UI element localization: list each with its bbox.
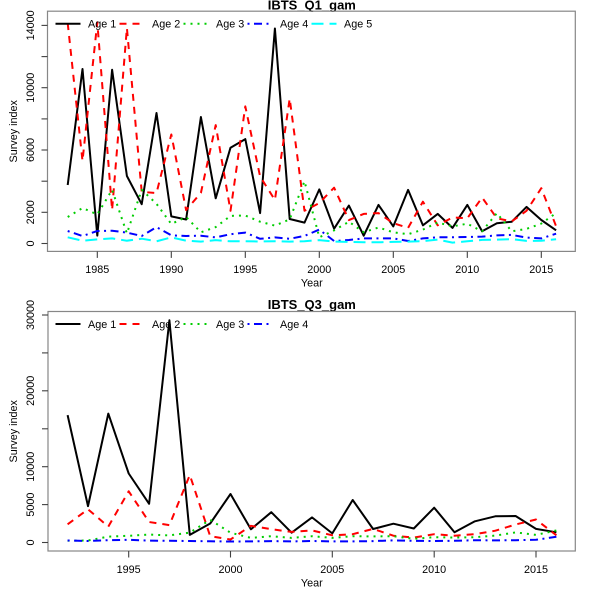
svg-text:Age 4: Age 4 — [280, 19, 308, 31]
svg-text:0: 0 — [25, 539, 37, 545]
svg-text:20000: 20000 — [25, 376, 37, 406]
svg-text:10000: 10000 — [25, 452, 37, 482]
svg-text:10000: 10000 — [25, 73, 37, 103]
svg-text:Survey index: Survey index — [8, 99, 20, 162]
svg-text:2010: 2010 — [455, 264, 479, 276]
svg-text:Year: Year — [301, 278, 323, 290]
svg-text:Year: Year — [301, 578, 323, 590]
svg-text:2015: 2015 — [524, 564, 548, 576]
svg-text:2015: 2015 — [529, 264, 553, 276]
svg-text:1990: 1990 — [159, 264, 183, 276]
svg-text:5000: 5000 — [25, 493, 37, 517]
svg-text:Age 1: Age 1 — [88, 319, 116, 331]
svg-text:Age 3: Age 3 — [216, 319, 244, 331]
svg-text:Age 1: Age 1 — [88, 19, 116, 31]
svg-text:2010: 2010 — [422, 564, 446, 576]
svg-text:2000: 2000 — [307, 264, 331, 276]
svg-text:Age 2: Age 2 — [152, 319, 180, 331]
svg-text:2005: 2005 — [381, 264, 405, 276]
svg-text:IBTS_Q1_gam: IBTS_Q1_gam — [268, 0, 356, 13]
svg-text:1995: 1995 — [233, 264, 257, 276]
svg-text:Age 5: Age 5 — [344, 19, 372, 31]
svg-text:1995: 1995 — [117, 564, 141, 576]
svg-text:Age 2: Age 2 — [152, 19, 180, 31]
svg-text:2005: 2005 — [320, 564, 344, 576]
svg-text:14000: 14000 — [25, 10, 37, 40]
svg-text:30000: 30000 — [25, 300, 37, 330]
svg-text:Age 3: Age 3 — [216, 19, 244, 31]
svg-text:IBTS_Q3_gam: IBTS_Q3_gam — [268, 297, 356, 312]
svg-text:Age 4: Age 4 — [280, 319, 308, 331]
svg-text:2000: 2000 — [218, 564, 242, 576]
svg-text:Survey index: Survey index — [8, 399, 20, 462]
svg-text:0: 0 — [25, 240, 37, 246]
svg-text:2000: 2000 — [25, 200, 37, 224]
svg-text:1985: 1985 — [85, 264, 109, 276]
svg-text:6000: 6000 — [25, 138, 37, 162]
